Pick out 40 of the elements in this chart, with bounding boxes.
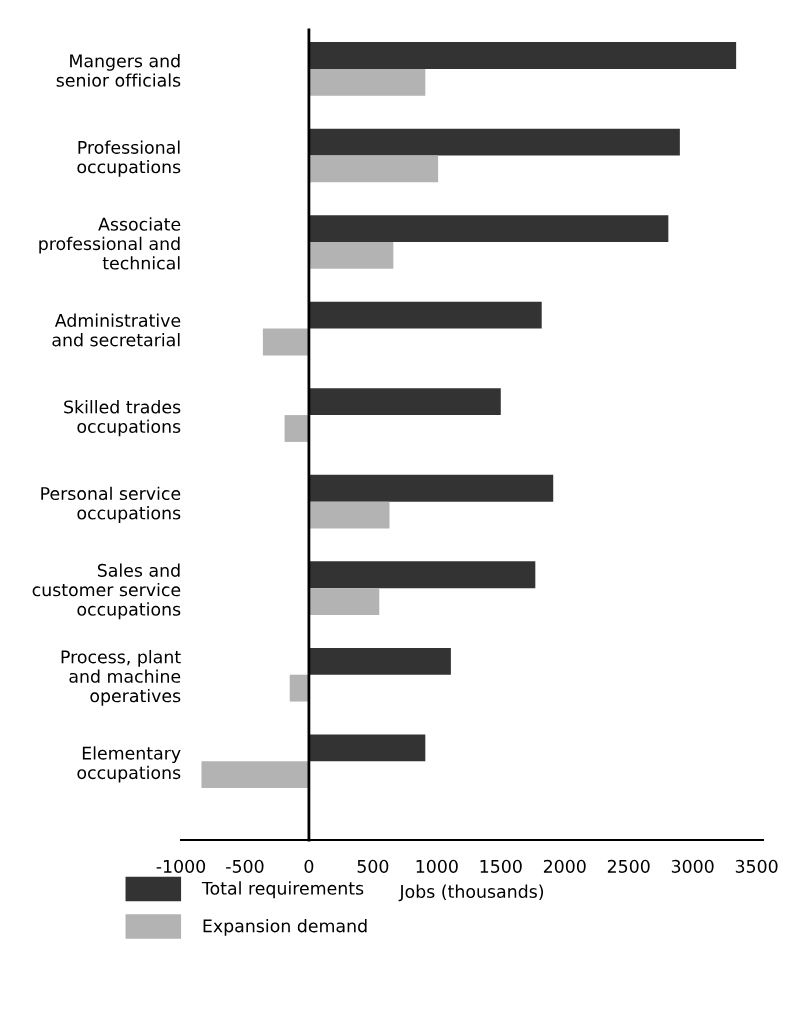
bar [308,42,737,69]
bar [308,561,536,589]
y-tick-label: Mangers and senior officials [56,53,181,87]
bar [308,501,390,529]
x-tick-label: 500 [357,859,389,873]
x-axis-title: Jobs (thousands) [398,884,544,902]
bar [308,588,380,615]
x-tick-label: 1500 [480,859,522,873]
x-tick-label: 3000 [671,859,714,873]
x-tick-label: 0 [304,859,314,873]
bar [201,761,309,789]
bar [308,128,680,156]
bar [308,734,426,762]
legend-label: Expansion demand [203,918,367,936]
y-tick-label: Administrative and secretarial [52,313,181,347]
x-tick-label: 2000 [543,859,586,873]
bar [308,215,669,243]
y-tick-label: Elementary occupations [77,746,181,783]
x-tick-label: 3500 [735,859,778,873]
bar [308,68,426,96]
x-tick-label: -500 [226,859,264,873]
y-tick-label: Sales and customer service occupations [32,563,181,620]
bar [262,328,309,356]
x-tick-label: -1000 [156,859,206,873]
x-tick-label: 1000 [416,859,458,873]
y-tick-label: Personal service occupations [41,486,181,523]
bar [308,155,439,183]
x-tick-label: 2500 [607,859,650,873]
bar [289,674,309,702]
y-tick-label: Professional occupations [77,140,181,177]
bar [284,415,309,442]
bar [308,388,501,416]
bar [308,474,554,502]
y-tick-label: Associate professional and technical [39,217,181,270]
bar [308,242,394,269]
legend-label: Total requirements [201,881,364,899]
bar [308,301,542,329]
y-tick-label: Skilled trades occupations [64,400,181,437]
bar [308,647,451,675]
y-tick-label: Process, plant and machine operatives [61,649,181,706]
